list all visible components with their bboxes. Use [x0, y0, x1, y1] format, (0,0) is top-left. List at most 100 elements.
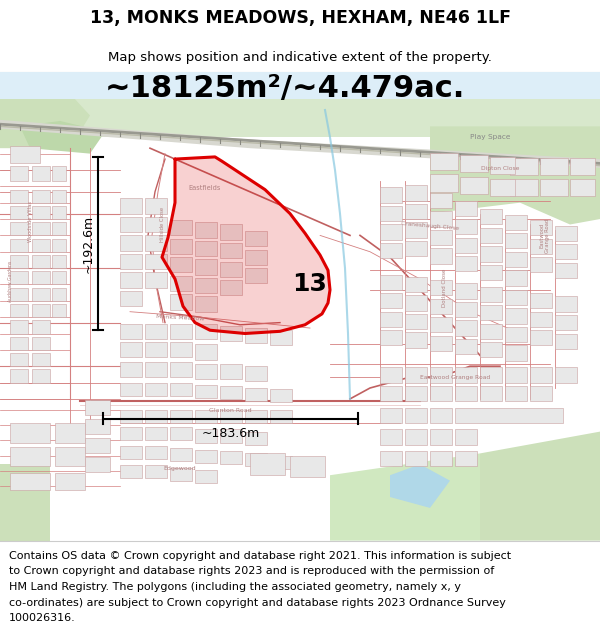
Bar: [455, 386, 477, 401]
Bar: [195, 241, 217, 256]
Bar: [380, 408, 402, 423]
Bar: [505, 346, 527, 361]
Bar: [380, 429, 402, 445]
Bar: [52, 239, 66, 252]
Bar: [430, 451, 452, 466]
Polygon shape: [0, 72, 600, 99]
Bar: [32, 222, 50, 236]
Bar: [530, 220, 552, 236]
Bar: [405, 204, 427, 219]
Polygon shape: [430, 126, 600, 224]
Bar: [245, 453, 267, 466]
Text: Audshaw Gardens: Audshaw Gardens: [8, 261, 14, 302]
Bar: [195, 259, 217, 274]
Bar: [220, 451, 242, 464]
Bar: [32, 321, 50, 334]
Bar: [120, 410, 142, 423]
Polygon shape: [0, 72, 600, 138]
Polygon shape: [0, 464, 50, 541]
Bar: [220, 429, 242, 442]
Bar: [505, 327, 527, 342]
Bar: [430, 299, 452, 314]
Bar: [120, 254, 142, 269]
Bar: [145, 362, 167, 377]
Bar: [52, 206, 66, 219]
Bar: [455, 321, 477, 336]
Bar: [530, 312, 552, 327]
Bar: [555, 315, 577, 330]
Bar: [430, 429, 452, 445]
Bar: [52, 304, 66, 317]
Text: ~18125m²/~4.479ac.: ~18125m²/~4.479ac.: [105, 74, 466, 102]
Text: Eastfields: Eastfields: [189, 184, 221, 191]
Bar: [10, 321, 28, 334]
Bar: [380, 312, 402, 327]
Polygon shape: [0, 120, 600, 168]
Bar: [145, 324, 167, 339]
Bar: [145, 198, 167, 214]
Text: Contains OS data © Crown copyright and database right 2021. This information is : Contains OS data © Crown copyright and d…: [9, 551, 511, 561]
Bar: [195, 278, 217, 293]
Bar: [540, 179, 568, 196]
Bar: [85, 419, 110, 434]
Text: Woodside Villas: Woodside Villas: [28, 201, 32, 242]
Bar: [555, 226, 577, 241]
Text: Eastwood
Grange Road: Eastwood Grange Road: [539, 219, 550, 253]
Bar: [555, 244, 577, 259]
Bar: [480, 342, 502, 357]
Bar: [32, 271, 50, 284]
Bar: [10, 423, 50, 442]
Bar: [455, 429, 477, 445]
Bar: [460, 176, 488, 194]
Bar: [250, 453, 285, 475]
Bar: [32, 304, 50, 317]
Bar: [380, 224, 402, 240]
Bar: [455, 238, 477, 253]
Bar: [145, 410, 167, 423]
Bar: [120, 236, 142, 251]
Polygon shape: [20, 121, 105, 154]
Bar: [380, 451, 402, 466]
Bar: [380, 188, 402, 202]
Bar: [430, 408, 452, 423]
Bar: [170, 276, 192, 291]
Bar: [405, 314, 427, 329]
Bar: [195, 344, 217, 359]
Bar: [270, 410, 292, 423]
Bar: [430, 317, 452, 332]
Polygon shape: [330, 453, 480, 541]
Bar: [195, 385, 217, 398]
Text: Monks Meadow: Monks Meadow: [156, 314, 204, 321]
Bar: [245, 366, 267, 381]
Bar: [120, 342, 142, 357]
Bar: [195, 410, 217, 423]
Bar: [32, 369, 50, 382]
Bar: [120, 466, 142, 479]
Bar: [170, 448, 192, 461]
Bar: [220, 280, 242, 296]
Bar: [120, 198, 142, 214]
Text: 13: 13: [293, 272, 328, 296]
Bar: [170, 342, 192, 357]
Text: Dotland Close: Dotland Close: [443, 269, 448, 308]
Bar: [195, 222, 217, 238]
Bar: [195, 470, 217, 483]
Bar: [530, 258, 552, 272]
Bar: [490, 157, 515, 174]
Bar: [540, 158, 568, 176]
Bar: [120, 217, 142, 232]
Bar: [405, 296, 427, 311]
Bar: [220, 261, 242, 277]
Bar: [52, 166, 66, 181]
Bar: [430, 336, 452, 351]
Bar: [32, 206, 50, 219]
Bar: [510, 158, 538, 176]
Bar: [555, 368, 577, 382]
Polygon shape: [162, 157, 330, 334]
Bar: [195, 364, 217, 379]
Bar: [55, 423, 85, 442]
Bar: [170, 324, 192, 339]
Bar: [170, 294, 192, 309]
Text: co-ordinates) are subject to Crown copyright and database rights 2023 Ordnance S: co-ordinates) are subject to Crown copyr…: [9, 598, 506, 608]
Bar: [480, 228, 502, 243]
